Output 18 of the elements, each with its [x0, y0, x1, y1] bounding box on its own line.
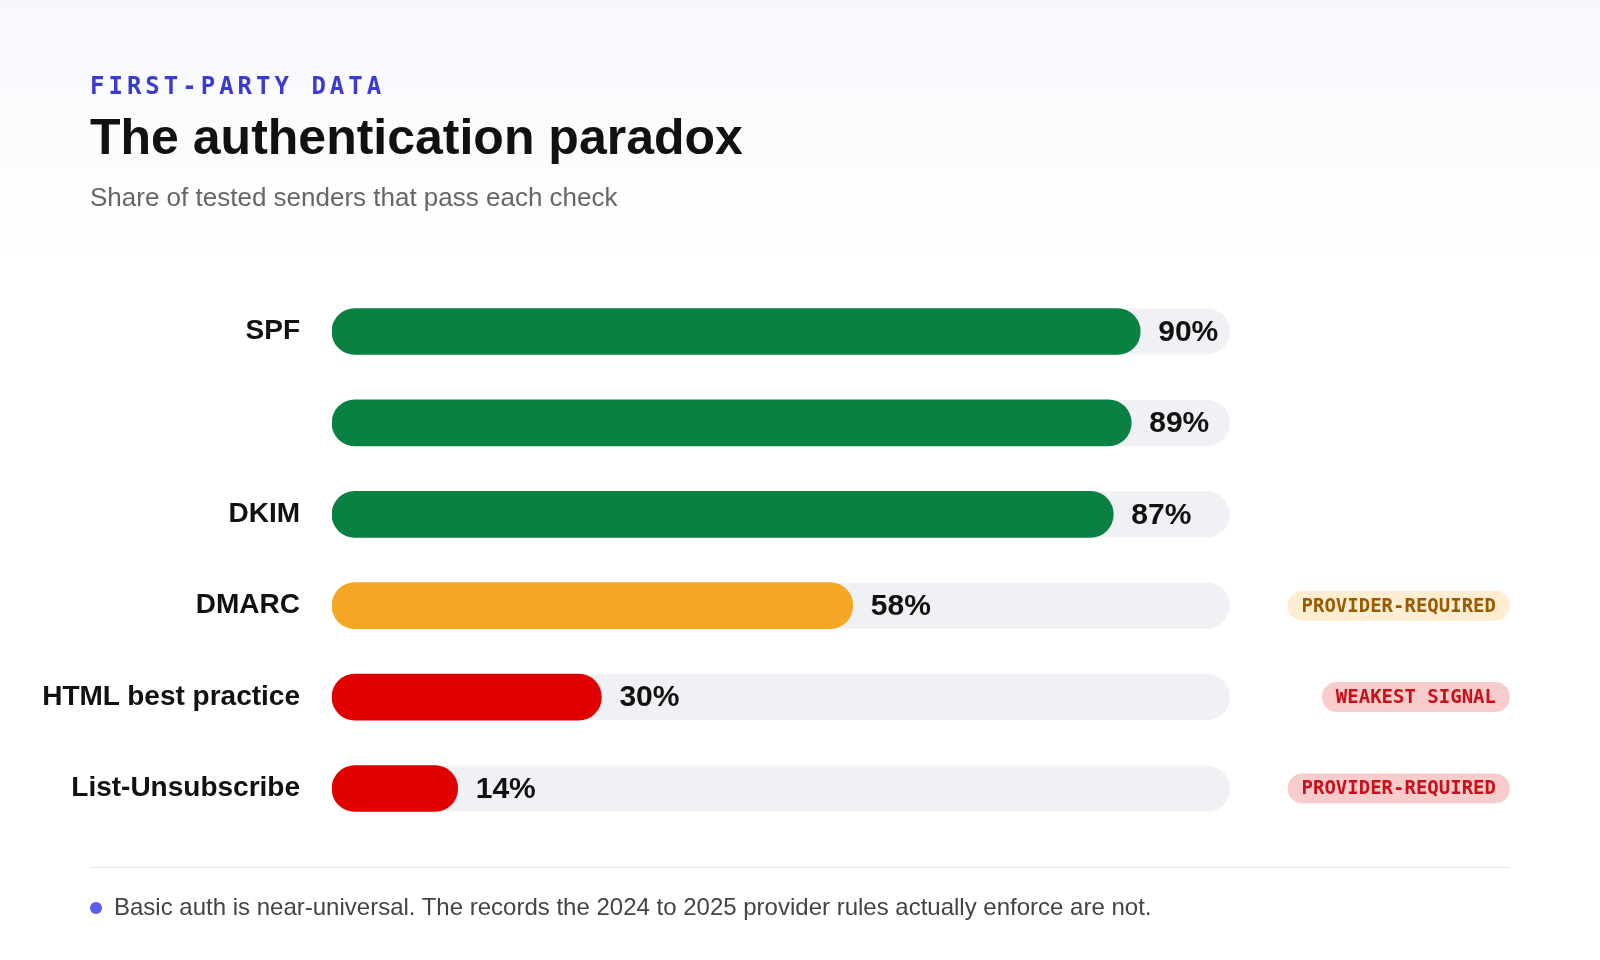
data-label: 90%	[1158, 313, 1219, 347]
data-label: 30%	[619, 679, 680, 713]
data-label: 87%	[1131, 496, 1192, 530]
legend-title: FIRST-PARTY DATA	[90, 72, 386, 100]
y-tick-label: DKIM	[228, 497, 300, 529]
chart-title: The authentication paradox	[90, 108, 743, 166]
y-tick-label: SPF	[245, 314, 300, 346]
y-tick-label: HTML best practice	[42, 679, 300, 711]
y-tick-label: DMARC	[195, 588, 300, 620]
data-label: 89%	[1149, 405, 1210, 439]
text: PROVIDER-REQUIRED	[1301, 593, 1496, 616]
data-label: 14%	[475, 770, 536, 804]
text: Basic auth is near-universal. The records the 2024 to 2025 provider rules actually enforce are not.	[114, 893, 1152, 921]
data-label: 58%	[870, 587, 931, 621]
y-tick-label: List-Unsubscribe	[71, 771, 300, 803]
text: WEAKEST SIGNAL	[1335, 685, 1497, 708]
chart-subtitle: Share of tested senders that pass each check	[90, 182, 618, 213]
text: PROVIDER-REQUIRED	[1301, 776, 1496, 799]
